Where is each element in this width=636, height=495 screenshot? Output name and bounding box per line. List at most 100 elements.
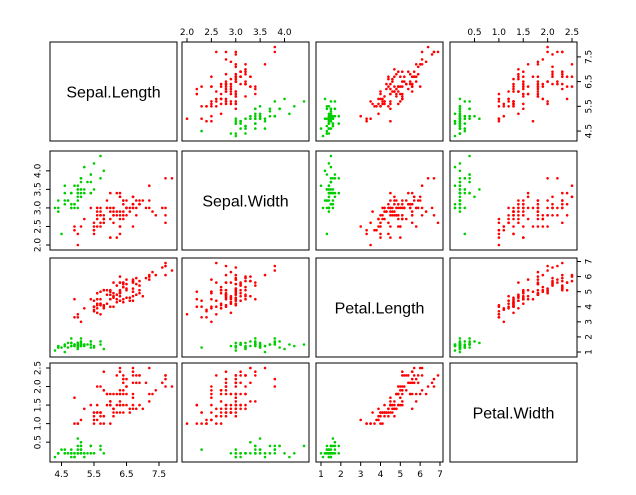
data-point-series-2 <box>393 214 396 217</box>
data-point-series-1 <box>337 452 341 455</box>
data-point-series-2 <box>249 294 252 298</box>
data-point-series-1 <box>70 341 73 345</box>
data-point-series-2 <box>215 100 218 103</box>
data-point-series-1 <box>83 165 86 169</box>
data-point-series-2 <box>118 290 122 294</box>
data-point-series-1 <box>333 107 337 111</box>
data-point-series-2 <box>414 80 418 83</box>
data-point-series-2 <box>161 266 164 269</box>
data-point-series-1 <box>239 127 242 130</box>
data-point-series-1 <box>327 122 331 125</box>
data-point-series-2 <box>387 407 390 411</box>
data-point-series-2 <box>395 72 398 76</box>
data-point-series-2 <box>399 385 402 388</box>
data-point-series-2 <box>109 236 112 239</box>
data-point-series-2 <box>381 97 384 101</box>
data-point-series-2 <box>73 396 76 400</box>
data-point-series-2 <box>408 392 412 396</box>
tick-label: 2.5 <box>34 219 44 233</box>
data-point-series-2 <box>420 389 424 392</box>
data-point-series-1 <box>333 195 337 199</box>
data-point-series-2 <box>125 278 128 281</box>
data-point-series-1 <box>249 117 252 120</box>
data-point-series-2 <box>95 291 99 295</box>
data-point-series-1 <box>327 199 331 202</box>
data-point-series-2 <box>387 206 390 210</box>
data-point-series-2 <box>141 199 145 202</box>
data-point-series-1 <box>76 444 80 448</box>
data-point-series-2 <box>141 407 145 411</box>
data-point-series-2 <box>377 414 380 418</box>
data-point-series-1 <box>60 448 63 451</box>
data-point-series-2 <box>105 288 109 292</box>
data-point-series-1 <box>327 448 331 451</box>
data-point-series-2 <box>224 80 228 83</box>
data-point-series-1 <box>57 199 60 202</box>
data-point-series-1 <box>288 343 291 346</box>
data-point-series-2 <box>410 392 414 396</box>
data-point-series-1 <box>258 452 262 455</box>
data-point-series-2 <box>410 377 414 381</box>
tick-label: 7 <box>437 470 443 480</box>
data-point-series-2 <box>219 291 223 295</box>
data-point-series-2 <box>391 411 394 414</box>
tick-label: 2.0 <box>34 238 44 253</box>
data-point-series-1 <box>263 117 267 120</box>
data-point-series-2 <box>507 90 510 93</box>
data-point-series-2 <box>244 297 247 301</box>
data-point-series-1 <box>273 448 277 451</box>
data-point-series-2 <box>210 305 213 309</box>
data-point-series-2 <box>249 75 252 78</box>
tick-label: 4.0 <box>277 28 292 38</box>
data-point-series-2 <box>389 396 392 400</box>
data-point-series-2 <box>365 228 368 232</box>
panel-frame <box>449 41 578 142</box>
data-point-series-2 <box>379 411 382 414</box>
panel-1-3 <box>449 150 578 251</box>
data-point-series-2 <box>502 102 506 106</box>
panel-frame <box>49 362 178 463</box>
data-point-series-2 <box>418 63 422 66</box>
data-point-series-2 <box>387 414 390 418</box>
data-point-series-2 <box>219 82 223 86</box>
data-point-series-1 <box>263 350 267 354</box>
data-point-series-2 <box>164 374 167 377</box>
data-point-series-1 <box>319 184 323 187</box>
data-point-series-2 <box>393 90 396 93</box>
data-point-series-2 <box>112 214 115 217</box>
data-point-series-2 <box>234 302 238 306</box>
data-point-series-2 <box>407 381 410 385</box>
data-point-series-2 <box>205 418 208 422</box>
data-point-series-2 <box>536 95 540 98</box>
data-point-series-2 <box>135 381 138 385</box>
data-point-series-2 <box>536 75 540 78</box>
data-point-series-1 <box>478 341 481 345</box>
data-point-series-2 <box>401 97 404 101</box>
data-point-series-2 <box>403 385 406 388</box>
data-point-series-2 <box>412 381 416 385</box>
data-point-series-2 <box>148 184 151 187</box>
tick-label: 0.5 <box>467 28 481 38</box>
data-point-series-2 <box>131 202 135 206</box>
data-point-series-1 <box>258 114 262 118</box>
data-point-series-2 <box>99 303 102 307</box>
data-point-series-1 <box>268 343 272 346</box>
data-point-series-1 <box>254 107 257 111</box>
data-point-series-2 <box>210 75 213 78</box>
data-point-series-1 <box>70 206 73 210</box>
data-point-series-2 <box>408 381 412 385</box>
data-point-series-1 <box>463 344 467 348</box>
data-point-series-2 <box>397 206 400 210</box>
data-point-series-2 <box>229 270 233 274</box>
data-point-series-1 <box>293 344 296 348</box>
data-point-series-2 <box>112 291 115 295</box>
data-point-series-2 <box>536 63 540 66</box>
data-point-series-2 <box>522 202 525 206</box>
data-point-series-2 <box>239 288 242 292</box>
data-point-series-1 <box>468 117 471 120</box>
data-point-series-2 <box>561 261 564 265</box>
tick-label: 6.5 <box>585 74 595 88</box>
data-point-series-2 <box>234 63 238 66</box>
data-point-series-1 <box>66 346 70 349</box>
data-point-series-2 <box>522 85 525 88</box>
